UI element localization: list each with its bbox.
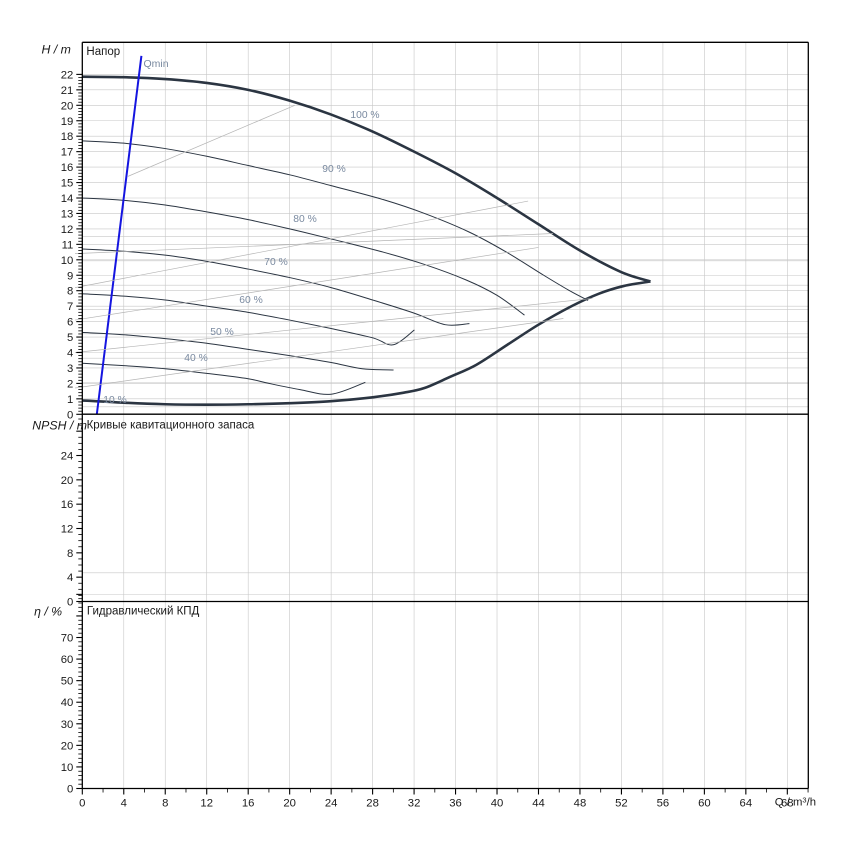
svg-text:52: 52 — [615, 798, 628, 810]
svg-text:6: 6 — [67, 317, 73, 329]
svg-text:3: 3 — [67, 363, 73, 375]
svg-text:8: 8 — [162, 798, 168, 810]
svg-text:50 %: 50 % — [210, 327, 233, 338]
svg-text:48: 48 — [574, 798, 587, 810]
svg-text:36: 36 — [449, 798, 462, 810]
svg-text:8: 8 — [67, 286, 73, 298]
svg-text:40: 40 — [491, 798, 504, 810]
svg-text:10: 10 — [61, 762, 74, 774]
svg-text:19: 19 — [61, 116, 74, 128]
svg-text:0: 0 — [79, 798, 85, 810]
svg-text:14: 14 — [61, 193, 74, 205]
svg-text:64: 64 — [740, 798, 753, 810]
svg-text:80 %: 80 % — [293, 214, 316, 225]
svg-text:60: 60 — [61, 654, 74, 666]
svg-text:40 %: 40 % — [184, 353, 207, 364]
svg-text:70: 70 — [61, 633, 74, 645]
svg-text:24: 24 — [325, 798, 338, 810]
svg-text:1: 1 — [67, 394, 73, 406]
svg-text:10: 10 — [61, 255, 74, 267]
svg-text:0: 0 — [67, 597, 73, 609]
svg-text:100 %: 100 % — [350, 110, 379, 121]
svg-text:70 %: 70 % — [264, 257, 287, 268]
svg-text:4: 4 — [67, 572, 73, 584]
svg-text:9: 9 — [67, 270, 73, 282]
svg-text:Qmin: Qmin — [144, 58, 169, 70]
svg-text:20: 20 — [61, 100, 74, 112]
svg-text:4: 4 — [121, 798, 127, 810]
svg-text:60 %: 60 % — [239, 295, 262, 306]
svg-text:16: 16 — [61, 499, 74, 511]
svg-text:24: 24 — [61, 451, 74, 463]
svg-text:20: 20 — [283, 798, 296, 810]
svg-text:15: 15 — [61, 178, 74, 190]
svg-text:17: 17 — [61, 147, 74, 159]
svg-text:Q / m3/h: Q / m3/h — [775, 796, 816, 809]
svg-text:28: 28 — [366, 798, 379, 810]
svg-text:H / m: H / m — [42, 43, 71, 57]
svg-text:4: 4 — [67, 348, 73, 360]
svg-text:16: 16 — [61, 162, 74, 174]
svg-text:10 %: 10 % — [103, 395, 126, 406]
svg-text:21: 21 — [61, 85, 74, 97]
svg-text:44: 44 — [532, 798, 545, 810]
svg-text:8: 8 — [67, 548, 73, 560]
svg-text:η / %: η / % — [34, 605, 62, 619]
svg-text:13: 13 — [61, 208, 74, 220]
svg-text:16: 16 — [242, 798, 255, 810]
svg-text:0: 0 — [67, 784, 73, 796]
svg-text:Напор: Напор — [86, 46, 120, 58]
svg-text:Гидравлический КПД: Гидравлический КПД — [87, 606, 200, 618]
svg-text:60: 60 — [698, 798, 711, 810]
svg-text:18: 18 — [61, 131, 74, 143]
svg-text:7: 7 — [67, 301, 73, 313]
svg-text:12: 12 — [61, 224, 74, 236]
svg-text:40: 40 — [61, 697, 74, 709]
svg-text:2: 2 — [67, 378, 73, 390]
svg-text:NPSH / m: NPSH / m — [32, 419, 87, 433]
svg-text:20: 20 — [61, 475, 74, 487]
svg-text:12: 12 — [200, 798, 213, 810]
svg-text:5: 5 — [67, 332, 73, 344]
svg-text:32: 32 — [408, 798, 421, 810]
svg-text:12: 12 — [61, 524, 74, 536]
svg-text:30: 30 — [61, 719, 74, 731]
svg-text:11: 11 — [62, 239, 74, 251]
svg-text:Кривые кавитационного запаса: Кривые кавитационного запаса — [87, 420, 255, 432]
svg-text:20: 20 — [61, 740, 74, 752]
svg-text:22: 22 — [61, 69, 74, 81]
svg-text:90 %: 90 % — [322, 164, 345, 175]
svg-text:50: 50 — [61, 676, 74, 688]
svg-text:56: 56 — [657, 798, 670, 810]
